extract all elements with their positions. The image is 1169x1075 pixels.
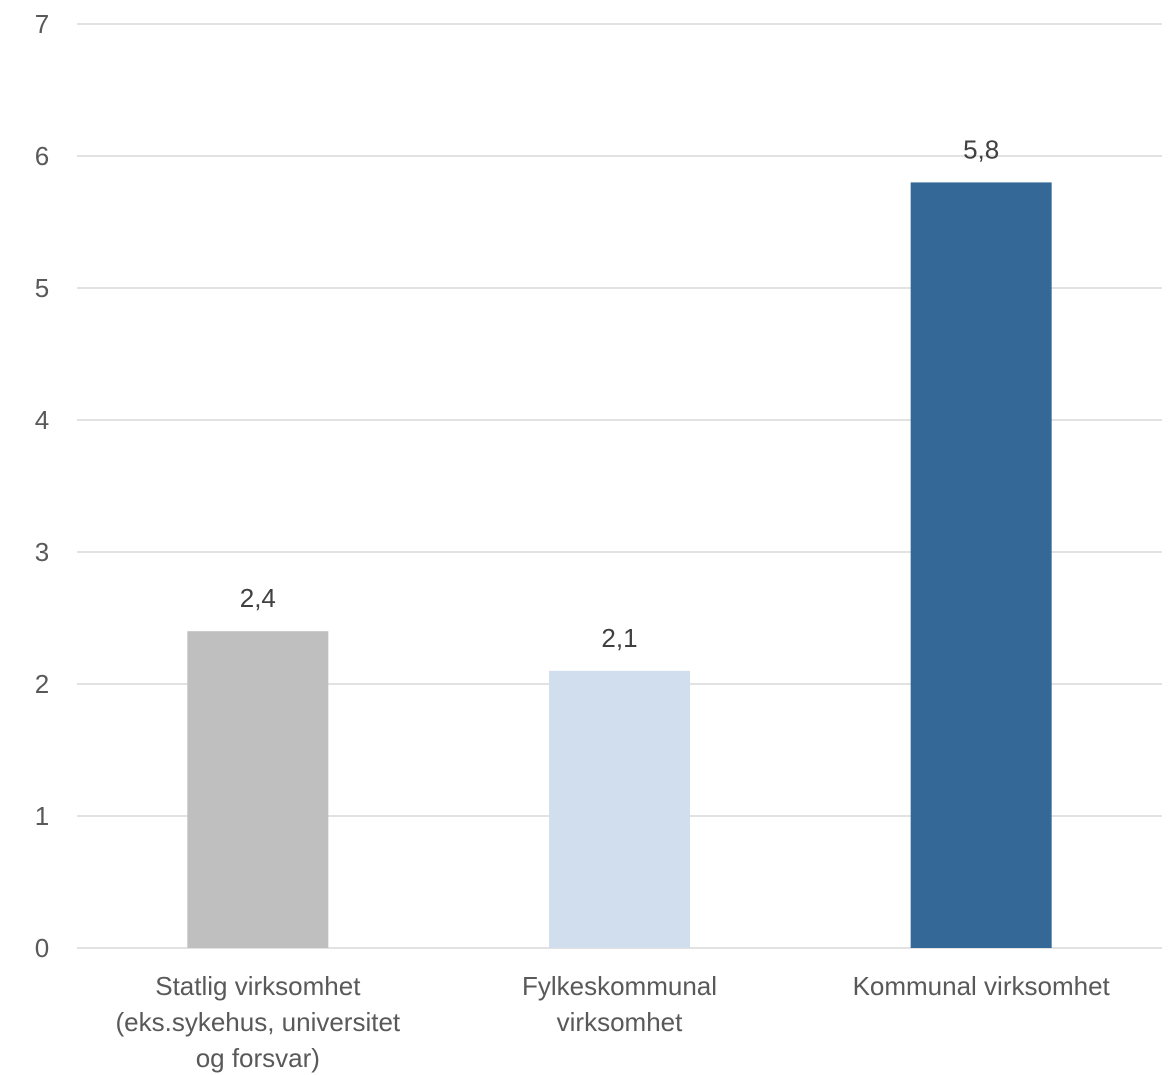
data-label: 5,8 <box>963 134 999 164</box>
y-tick-label: 6 <box>35 141 49 171</box>
category-label: virksomhet <box>557 1007 683 1037</box>
y-tick-label: 1 <box>35 801 49 831</box>
y-tick-label: 2 <box>35 669 49 699</box>
category-label: Kommunal virksomhet <box>853 971 1111 1001</box>
category-label: (eks.sykehus, universitet <box>115 1007 400 1037</box>
data-labels: 2,4 2,1 5,8 <box>240 134 999 652</box>
y-tick-label: 4 <box>35 405 49 435</box>
y-tick-label: 5 <box>35 273 49 303</box>
category-label: Fylkeskommunal <box>522 971 717 1001</box>
bar-2 <box>549 670 690 948</box>
y-tick-label: 0 <box>35 933 49 963</box>
data-label: 2,4 <box>240 583 276 613</box>
y-tick-label: 3 <box>35 537 49 567</box>
category-labels: Statlig virksomhet (eks.sykehus, universi… <box>115 971 1110 1073</box>
data-label: 2,1 <box>601 623 637 653</box>
y-axis-tick-labels: 0 1 2 3 4 5 6 7 <box>35 9 49 963</box>
y-tick-label: 7 <box>35 9 49 39</box>
bar-1 <box>187 631 329 948</box>
category-label: og forsvar) <box>196 1043 320 1073</box>
bars <box>187 182 1052 948</box>
bar-3 <box>910 182 1052 948</box>
category-label: Statlig virksomhet <box>155 971 361 1001</box>
